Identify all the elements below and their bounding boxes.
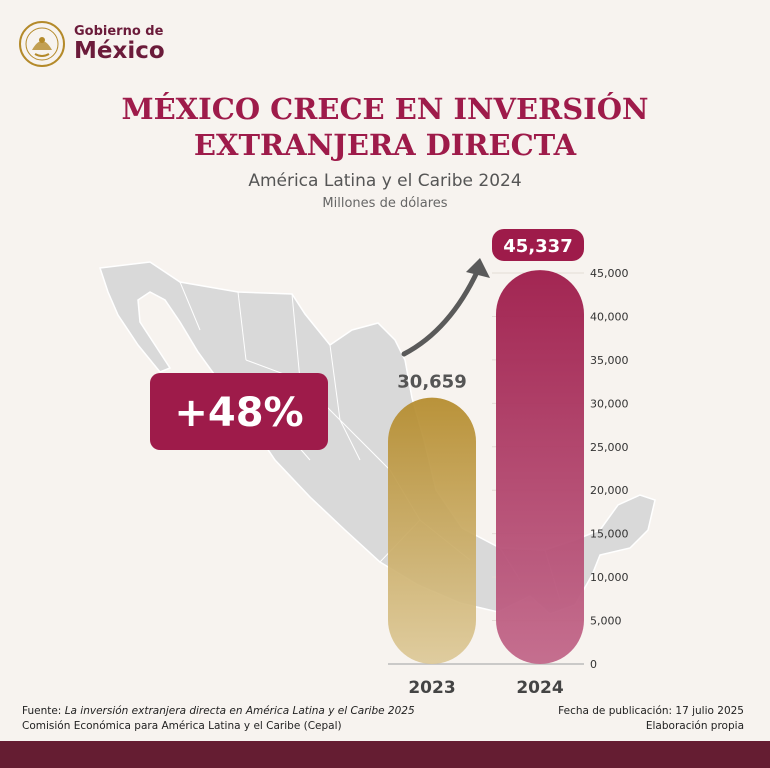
y-tick-label: 15,000 <box>590 528 629 541</box>
y-tick-label: 35,000 <box>590 354 629 367</box>
bottom-bar <box>0 741 770 768</box>
y-tick-label: 45,000 <box>590 267 629 280</box>
y-ticks: 0 5,000 10,000 15,000 20,000 25,000 30,000 35,0… <box>590 267 629 671</box>
national-seal-icon <box>19 21 65 67</box>
arrow-head-icon <box>466 258 490 278</box>
y-tick-label: 5,000 <box>590 615 622 628</box>
y-tick-label: 25,000 <box>590 441 629 454</box>
y-tick-label: 40,000 <box>590 310 629 323</box>
bar-2023 <box>388 397 476 664</box>
y-tick-label: 0 <box>590 658 597 671</box>
growth-arrow <box>401 267 481 357</box>
bar-2024 <box>496 270 584 664</box>
source-org: Comisión Económica para América Latina y… <box>22 720 342 732</box>
chart-subtitle: América Latina y el Caribe 2024 <box>248 171 522 191</box>
value-badge-2024 <box>492 229 584 261</box>
y-tick-label: 10,000 <box>590 571 629 584</box>
title-line-1: MÉXICO CRECE EN INVERSIÓN <box>121 92 649 126</box>
y-tick-label: 20,000 <box>590 484 629 497</box>
value-label-2023: 30,659 <box>397 372 466 393</box>
elaboration-note: Elaboración propia <box>645 720 744 732</box>
source-prefix: Fuente: <box>22 705 65 717</box>
gobierno-logo: Gobierno de México <box>18 20 165 68</box>
footer-source: Fuente: La inversión extranjera directa … <box>22 704 415 734</box>
y-tick-label: 30,000 <box>590 397 629 410</box>
bars <box>388 270 584 664</box>
unit-label: Millones de dólares <box>322 196 448 211</box>
value-label-2024: 45,337 <box>503 236 572 257</box>
publication-date: Fecha de publicación: 17 julio 2025 <box>558 705 744 717</box>
logo-small-text: Gobierno de <box>74 24 164 39</box>
source-title: La inversión extranjera directa en Améri… <box>64 705 415 717</box>
footer-publication: Fecha de publicación: 17 julio 2025 Elab… <box>558 704 744 734</box>
growth-badge <box>150 373 328 450</box>
growth-label: +48% <box>174 390 303 436</box>
x-tick-label: 2023 <box>408 678 455 698</box>
bar-labels: 2023 2024 30,659 45,337 <box>397 229 584 698</box>
title-line-2: EXTRANJERA DIRECTA <box>193 128 577 162</box>
logo-big-text: México <box>74 38 165 64</box>
x-tick-label: 2024 <box>516 678 563 698</box>
mexico-map <box>98 261 656 615</box>
